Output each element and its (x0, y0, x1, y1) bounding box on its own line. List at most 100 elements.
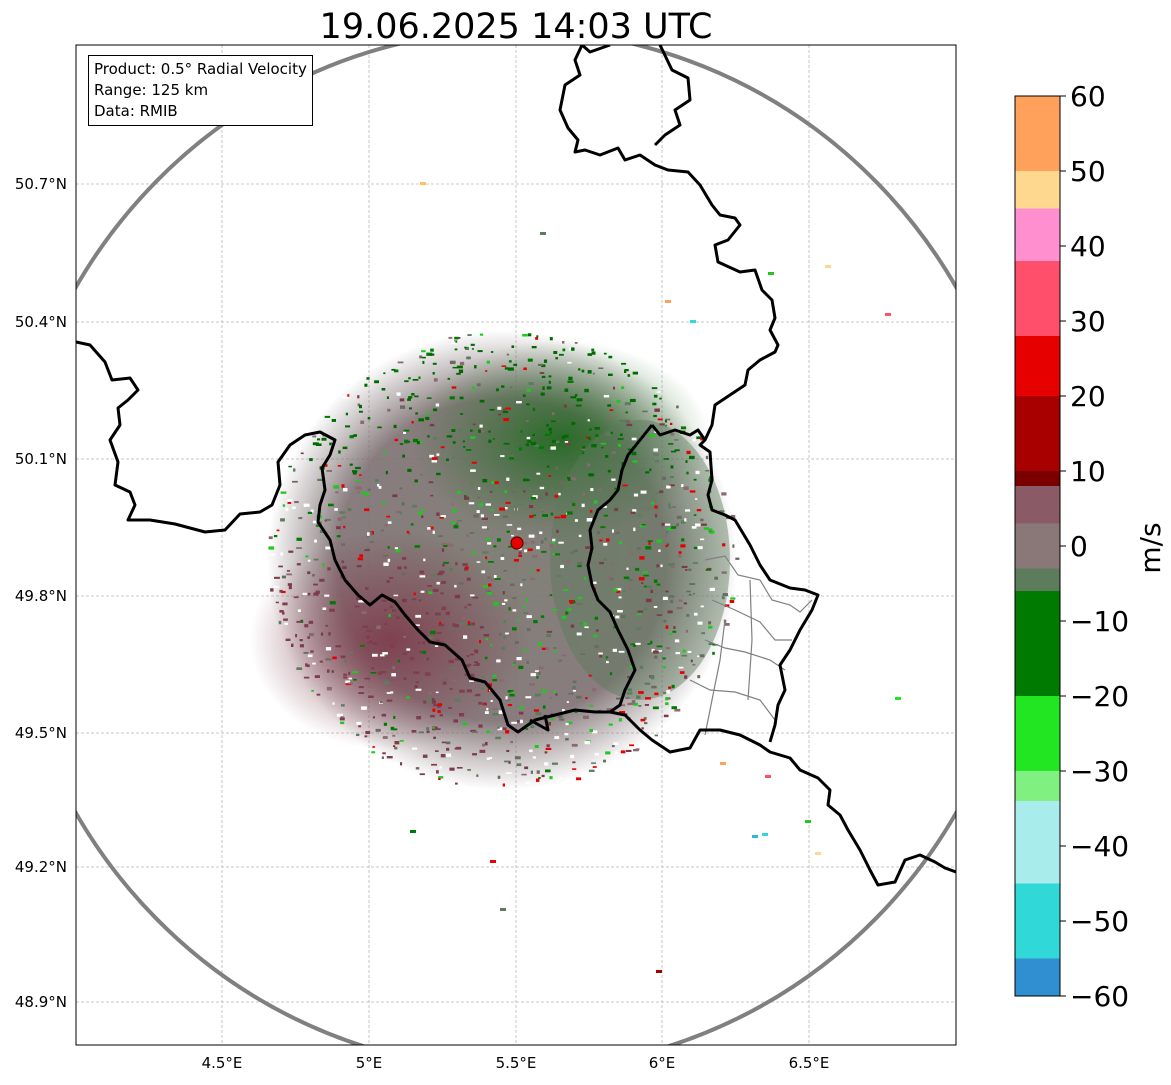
radar-echo-pixel (357, 491, 360, 494)
radar-echo-pixel (268, 538, 271, 541)
radar-echo-pixel (299, 639, 303, 642)
radar-echo-pixel (441, 548, 445, 552)
radar-echo-pixel (664, 419, 667, 423)
radar-echo-pixel (481, 676, 485, 678)
radar-echo-pixel (522, 334, 528, 337)
radar-echo-pixel (555, 357, 558, 360)
radar-echo-pixel (477, 496, 481, 499)
radar-echo-pixel (287, 499, 293, 502)
radar-echo-pixel (467, 769, 471, 771)
radar-echo-pixel (394, 746, 398, 750)
radar-echo-pixel (479, 399, 485, 403)
radar-echo-pixel (689, 490, 696, 493)
radar-echo-pixel (563, 404, 567, 408)
radar-echo-pixel (530, 770, 533, 774)
radar-echo-pixel (390, 691, 394, 694)
radar-echo-pixel (472, 753, 477, 756)
radar-echo-pixel (552, 762, 558, 765)
radar-echo-pixel (591, 444, 597, 448)
isolated-echo (762, 833, 768, 836)
radar-echo-pixel (429, 423, 435, 427)
radar-echo-pixel (383, 623, 388, 625)
radar-echo-pixel (526, 615, 532, 619)
radar-echo-pixel (562, 348, 566, 352)
radar-echo-pixel (631, 451, 637, 456)
radar-echo-pixel (700, 437, 705, 441)
radar-echo-pixel (440, 754, 446, 758)
radar-echo-pixel (705, 568, 712, 571)
radar-echo-pixel (358, 692, 365, 694)
radar-echo-pixel (700, 518, 704, 522)
radar-echo-pixel (342, 396, 349, 400)
radar-echo-pixel (507, 633, 511, 637)
radar-echo-pixel (503, 418, 509, 422)
radar-echo-pixel (552, 439, 556, 443)
radar-echo-pixel (342, 446, 348, 450)
radar-echo-pixel (607, 469, 611, 473)
radar-echo-pixel (352, 472, 357, 475)
radar-echo-pixel (451, 386, 457, 389)
radar-echo-pixel (383, 562, 389, 566)
radar-echo-pixel (617, 438, 624, 440)
radar-echo-pixel (532, 433, 535, 437)
radar-echo-pixel (491, 481, 496, 484)
radar-echo-pixel (437, 572, 443, 576)
radar-echo-pixel (430, 714, 435, 718)
isolated-echo (490, 860, 496, 863)
radar-echo-pixel (359, 554, 364, 558)
radar-echo-pixel (377, 671, 382, 675)
radar-echo-pixel (393, 424, 397, 429)
radar-echo-pixel (492, 679, 498, 682)
radar-echo-pixel (352, 470, 358, 473)
radar-echo-pixel (509, 693, 515, 697)
radar-echo-pixel (384, 523, 389, 527)
radar-echo-pixel (565, 611, 569, 615)
radar-echo-pixel (549, 431, 552, 434)
radar-echo-pixel (547, 722, 551, 726)
colorbar-tick-label: −60 (1070, 980, 1129, 1013)
radar-echo-pixel (470, 622, 476, 626)
radar-echo-pixel (684, 675, 688, 679)
radar-echo-pixel (451, 503, 454, 506)
radar-echo-pixel (656, 614, 663, 616)
radar-echo-pixel (400, 762, 403, 766)
lon-tick-label: 6°E (649, 1054, 676, 1072)
radar-echo-pixel (629, 665, 633, 669)
radar-echo-pixel (281, 575, 286, 579)
radar-echo-pixel (490, 644, 493, 646)
radar-echo-pixel (476, 774, 479, 777)
radar-echo-pixel (335, 645, 342, 648)
radar-echo-pixel (614, 487, 619, 490)
radar-echo-pixel (593, 500, 598, 504)
radar-echo-pixel (671, 450, 677, 453)
radar-echo-pixel (541, 375, 546, 378)
radar-echo-pixel (669, 484, 675, 487)
radar-echo-pixel (432, 437, 437, 440)
radar-echo-pixel (663, 692, 667, 694)
radar-echo-pixel (496, 659, 501, 663)
radar-echo-pixel (561, 616, 567, 619)
radar-echo-pixel (505, 407, 512, 410)
radar-echo-pixel (423, 558, 426, 562)
radar-echo-pixel (644, 704, 649, 706)
radar-echo-pixel (487, 561, 494, 563)
radar-echo-pixel (524, 479, 531, 481)
radar-echo-pixel (554, 494, 559, 498)
radar-echo-pixel (550, 696, 553, 699)
radar-echo-pixel (433, 736, 436, 739)
radar-echo-pixel (684, 518, 687, 522)
colorbar-band (1015, 523, 1060, 569)
radar-echo-pixel (519, 447, 523, 451)
radar-echo-pixel (541, 689, 548, 693)
radar-echo-pixel (378, 486, 382, 489)
radar-echo-pixel (485, 556, 488, 560)
radar-echo-pixel (599, 539, 603, 542)
radar-echo-pixel (505, 696, 508, 700)
radar-echo-pixel (671, 506, 677, 508)
radar-echo-pixel (325, 624, 329, 627)
radar-echo-pixel (548, 475, 552, 477)
radar-echo-pixel (608, 723, 613, 726)
radar-echo-pixel (695, 498, 698, 500)
radar-echo-pixel (397, 566, 402, 570)
radar-echo-pixel (512, 663, 515, 666)
